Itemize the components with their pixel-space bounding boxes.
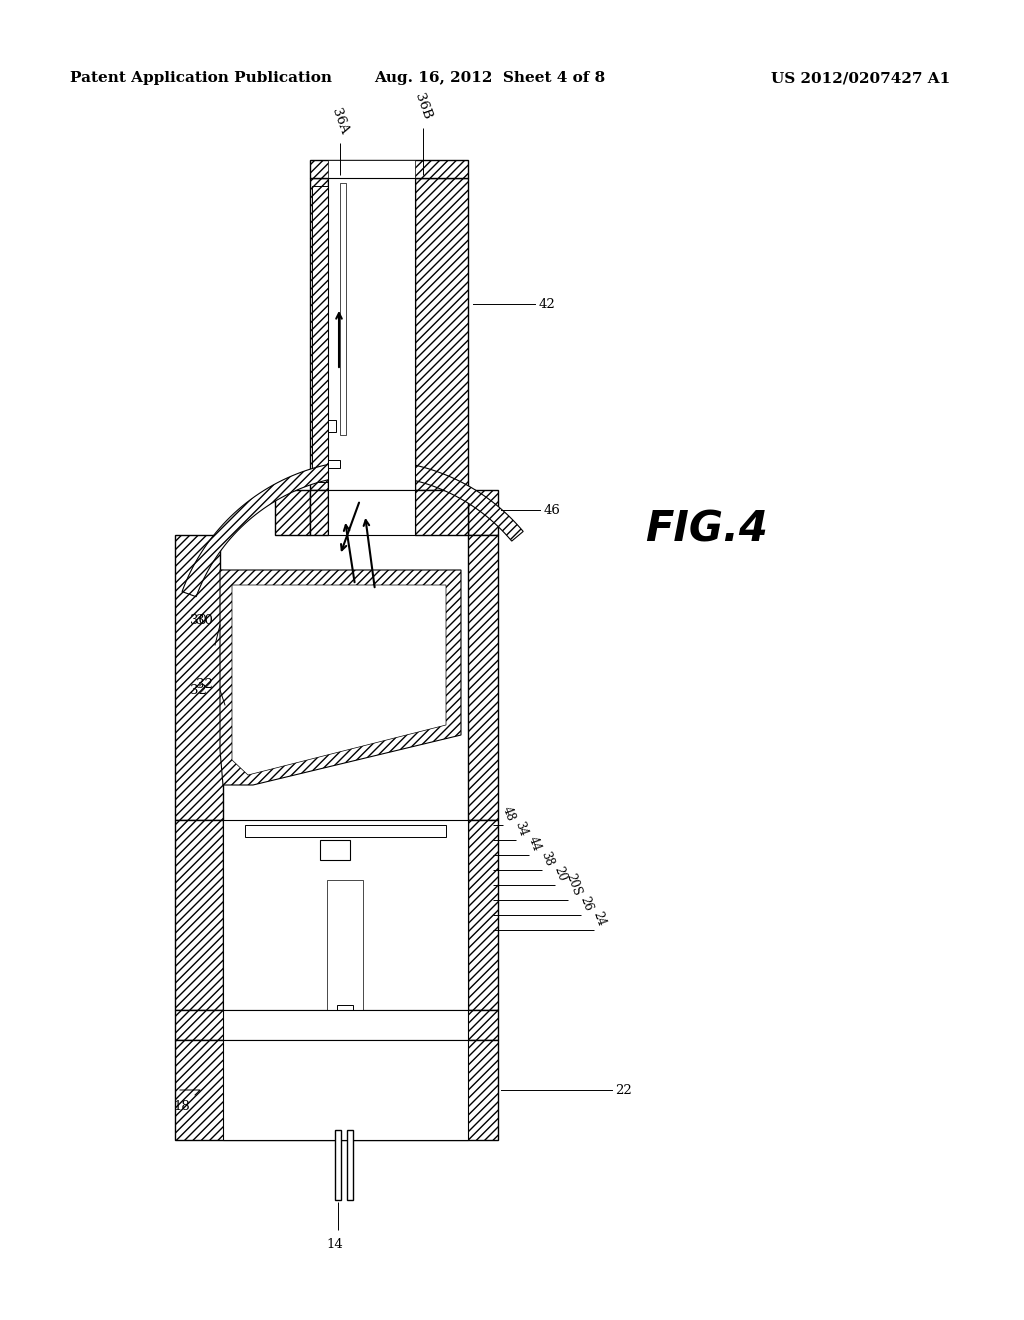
Text: 32: 32 xyxy=(197,678,213,692)
Bar xyxy=(336,183,350,436)
Text: 46: 46 xyxy=(544,503,561,516)
Bar xyxy=(468,490,498,535)
Bar xyxy=(319,840,350,861)
Bar xyxy=(175,1010,498,1040)
Bar xyxy=(328,490,415,535)
Bar xyxy=(333,1015,357,1035)
Bar xyxy=(415,490,468,535)
Bar xyxy=(328,459,340,469)
Bar xyxy=(310,160,468,178)
Text: FIG.4: FIG.4 xyxy=(645,510,768,550)
Text: 44: 44 xyxy=(525,834,543,853)
Polygon shape xyxy=(175,535,223,820)
Bar xyxy=(327,880,362,1010)
Bar xyxy=(175,820,223,1010)
Text: 48: 48 xyxy=(500,805,517,822)
Bar xyxy=(223,1040,468,1140)
Text: 20S: 20S xyxy=(563,873,583,898)
Polygon shape xyxy=(220,570,461,785)
Text: 36B: 36B xyxy=(413,91,434,121)
Bar xyxy=(337,1005,353,1026)
Bar xyxy=(310,490,328,535)
Text: 18: 18 xyxy=(173,1100,190,1113)
Text: Patent Application Publication: Patent Application Publication xyxy=(70,71,332,84)
Text: 34: 34 xyxy=(512,820,529,838)
Polygon shape xyxy=(333,183,415,484)
Bar xyxy=(335,1130,341,1200)
Bar xyxy=(275,490,310,535)
Text: 26: 26 xyxy=(578,895,595,913)
Bar xyxy=(310,178,328,490)
Text: 36A: 36A xyxy=(330,107,350,136)
Text: 32: 32 xyxy=(190,684,207,697)
Bar xyxy=(245,825,446,837)
Text: 30: 30 xyxy=(190,614,207,627)
Text: Aug. 16, 2012  Sheet 4 of 8: Aug. 16, 2012 Sheet 4 of 8 xyxy=(375,71,605,84)
Text: 20: 20 xyxy=(551,865,568,883)
Text: 24: 24 xyxy=(591,909,607,928)
Bar xyxy=(340,183,346,436)
Bar xyxy=(223,820,468,1010)
Text: US 2012/0207427 A1: US 2012/0207427 A1 xyxy=(771,71,950,84)
Bar xyxy=(319,875,370,1026)
Text: 30: 30 xyxy=(197,614,213,627)
Text: 42: 42 xyxy=(539,297,556,310)
Bar xyxy=(328,420,336,432)
Bar xyxy=(328,160,415,178)
Polygon shape xyxy=(232,585,446,775)
Text: 22: 22 xyxy=(615,1084,632,1097)
Text: 38: 38 xyxy=(539,850,556,869)
Bar xyxy=(415,178,468,490)
Bar xyxy=(223,825,245,884)
Bar xyxy=(468,820,498,1010)
Bar xyxy=(175,1040,498,1140)
Bar xyxy=(328,178,415,490)
Bar xyxy=(347,1130,353,1200)
Text: 14: 14 xyxy=(327,1238,343,1251)
Bar xyxy=(468,535,498,820)
Bar xyxy=(312,186,328,482)
Bar xyxy=(223,1010,468,1040)
Polygon shape xyxy=(182,459,523,597)
Bar xyxy=(446,825,468,884)
